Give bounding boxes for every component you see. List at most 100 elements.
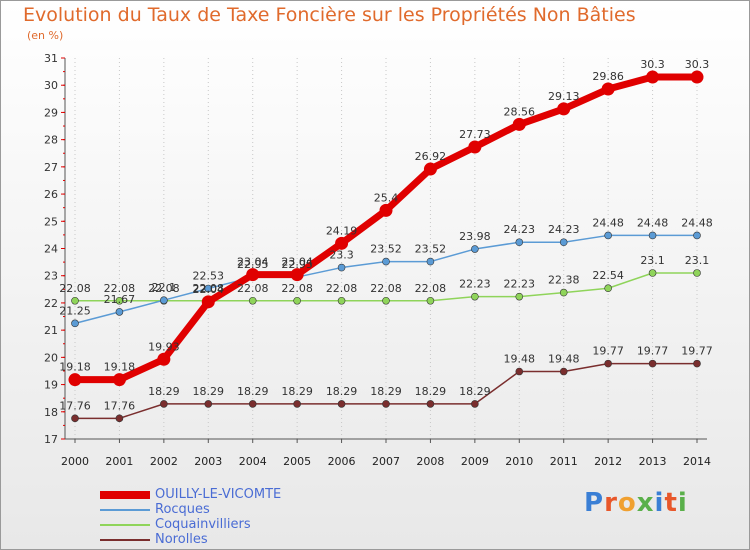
data-point bbox=[426, 400, 435, 408]
data-point bbox=[648, 269, 657, 277]
x-tick-label: 2014 bbox=[683, 455, 711, 468]
data-point bbox=[160, 296, 168, 305]
data-point bbox=[559, 367, 568, 376]
legend-swatch bbox=[100, 524, 150, 526]
data-label: 19.77 bbox=[681, 345, 713, 358]
data-point bbox=[648, 359, 657, 368]
data-label: 23.1 bbox=[685, 254, 710, 267]
data-point bbox=[693, 231, 701, 240]
data-label: 23.1 bbox=[640, 254, 665, 267]
x-tick-label: 2012 bbox=[594, 455, 622, 468]
data-point bbox=[115, 414, 124, 423]
data-point bbox=[293, 296, 301, 305]
y-tick-label: 28 bbox=[44, 134, 58, 147]
data-label: 24.23 bbox=[548, 223, 580, 236]
data-label: 18.29 bbox=[326, 385, 358, 398]
data-label: 30.3 bbox=[685, 58, 710, 71]
logo-letter: P bbox=[584, 488, 605, 518]
data-point bbox=[382, 400, 390, 408]
data-label: 22.08 bbox=[148, 282, 180, 295]
x-tick-label: 2003 bbox=[194, 455, 222, 468]
data-point bbox=[515, 292, 524, 301]
data-label: 26.92 bbox=[415, 150, 447, 163]
data-point bbox=[471, 245, 479, 253]
y-tick-label: 24 bbox=[44, 243, 58, 256]
data-label: 22.08 bbox=[370, 282, 402, 295]
data-label: 22.08 bbox=[193, 282, 225, 295]
data-label: 19.93 bbox=[148, 340, 180, 353]
x-tick-label: 2000 bbox=[61, 455, 89, 468]
x-tick-label: 2010 bbox=[505, 455, 533, 468]
data-label: 22.38 bbox=[548, 274, 580, 287]
proxiti-logo: Proxiti bbox=[584, 488, 688, 518]
x-tick-label: 2009 bbox=[461, 455, 489, 468]
data-label: 24.48 bbox=[592, 216, 624, 229]
y-tick-label: 26 bbox=[44, 188, 58, 201]
data-point bbox=[604, 284, 612, 293]
data-point bbox=[426, 296, 435, 305]
data-label: 18.29 bbox=[193, 385, 225, 398]
data-label: 24.23 bbox=[504, 223, 536, 236]
data-label: 23.04 bbox=[237, 256, 269, 269]
data-point bbox=[601, 82, 615, 96]
data-point bbox=[160, 400, 168, 408]
data-label: 23.98 bbox=[459, 230, 491, 243]
logo-letter: o bbox=[617, 488, 637, 518]
x-tick-label: 2007 bbox=[372, 455, 400, 468]
y-tick-label: 31 bbox=[44, 52, 58, 65]
data-point bbox=[337, 400, 346, 408]
data-point bbox=[604, 231, 612, 240]
data-point bbox=[382, 257, 390, 266]
x-tick-label: 2013 bbox=[639, 455, 667, 468]
y-tick-label: 17 bbox=[44, 433, 58, 446]
data-point bbox=[559, 238, 568, 247]
data-label: 18.29 bbox=[415, 385, 447, 398]
data-point bbox=[248, 296, 257, 305]
data-label: 19.77 bbox=[637, 345, 669, 358]
data-label: 22.53 bbox=[193, 270, 225, 283]
legend-swatch bbox=[100, 509, 150, 511]
data-point bbox=[115, 296, 124, 305]
data-point bbox=[337, 263, 346, 272]
data-point bbox=[201, 295, 215, 309]
data-label: 18.29 bbox=[281, 385, 313, 398]
data-point bbox=[559, 288, 568, 297]
data-label: 24.48 bbox=[637, 216, 669, 229]
legend-label: Coquainvilliers bbox=[155, 517, 251, 532]
data-point bbox=[604, 359, 612, 368]
data-point bbox=[557, 102, 571, 116]
data-label: 19.48 bbox=[504, 353, 536, 366]
data-label: 22.1 bbox=[152, 281, 177, 294]
y-tick-label: 18 bbox=[44, 406, 58, 419]
data-point bbox=[515, 238, 524, 247]
data-label: 19.48 bbox=[548, 353, 580, 366]
data-label: 22.54 bbox=[592, 269, 624, 282]
data-label: 22.08 bbox=[59, 282, 91, 295]
data-point bbox=[693, 359, 701, 368]
legend-label: Norolles bbox=[155, 532, 208, 547]
data-label: 22.04 bbox=[193, 283, 225, 296]
x-tick-label: 2008 bbox=[416, 455, 444, 468]
data-label: 18.29 bbox=[370, 385, 402, 398]
data-label: 23.52 bbox=[415, 243, 447, 256]
data-point bbox=[471, 292, 479, 301]
logo-letter: i bbox=[677, 488, 688, 518]
x-tick-label: 2002 bbox=[150, 455, 178, 468]
legend-label: Rocques bbox=[155, 502, 210, 517]
y-tick-label: 21 bbox=[44, 324, 58, 337]
data-label: 18.29 bbox=[237, 385, 269, 398]
y-tick-label: 20 bbox=[44, 351, 58, 364]
y-tick-label: 23 bbox=[44, 270, 58, 283]
data-point bbox=[157, 352, 171, 366]
logo-letter: x bbox=[636, 488, 655, 518]
data-point bbox=[204, 400, 213, 408]
data-label: 24.19 bbox=[326, 224, 358, 237]
x-tick-label: 2001 bbox=[105, 455, 133, 468]
data-point bbox=[693, 269, 701, 277]
data-point bbox=[112, 373, 126, 387]
data-point bbox=[512, 117, 526, 131]
logo-letter: r bbox=[604, 488, 618, 518]
data-point bbox=[246, 268, 260, 282]
data-point bbox=[515, 367, 524, 376]
